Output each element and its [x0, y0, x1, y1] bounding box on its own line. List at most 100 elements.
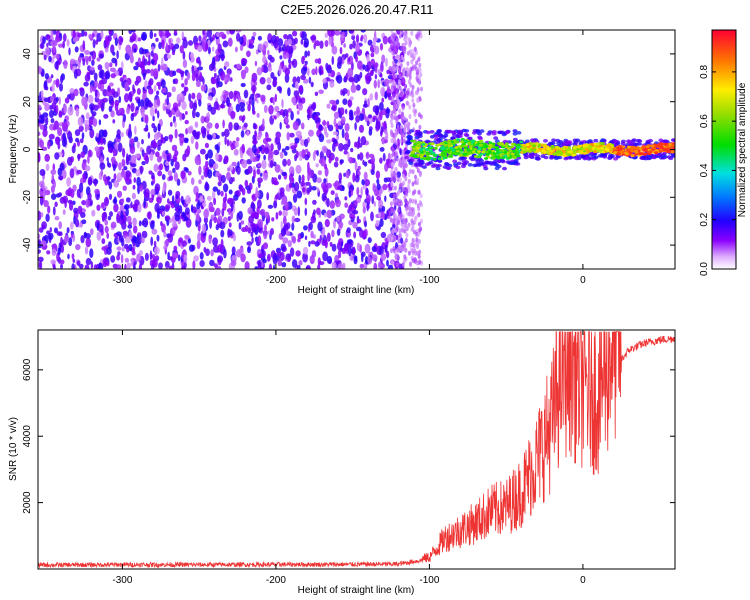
heatmap-cell	[469, 144, 473, 148]
heatmap-cell	[278, 86, 282, 94]
heatmap-cell	[370, 64, 375, 70]
heatmap-cell	[96, 231, 102, 241]
heatmap-cell	[405, 100, 409, 106]
heatmap-cell	[184, 234, 190, 240]
heatmap-cell	[181, 199, 185, 206]
heatmap-cell	[343, 150, 348, 155]
heatmap-cell	[256, 154, 261, 159]
heatmap-cell	[341, 37, 345, 42]
heatmap-cell	[203, 208, 209, 219]
heatmap-cell	[112, 51, 116, 56]
heatmap-cell	[399, 246, 403, 251]
heatmap-cell	[38, 239, 41, 245]
heatmap-cell	[348, 76, 355, 83]
heatmap-cell	[83, 81, 89, 87]
heatmap-cell	[272, 264, 276, 269]
heatmap-cell	[381, 97, 385, 103]
heatmap-cell	[184, 78, 188, 86]
heatmap-cell	[278, 210, 283, 216]
heatmap-cell	[138, 263, 142, 269]
heatmap-cell	[107, 160, 110, 167]
heatmap-cell	[127, 224, 133, 229]
heatmap-cell	[45, 213, 50, 222]
heatmap-cell	[218, 141, 221, 147]
heatmap-cell	[398, 162, 401, 167]
heatmap-cell	[144, 97, 150, 107]
heatmap-cell	[360, 186, 363, 197]
heatmap-cell	[98, 119, 102, 126]
heatmap-cell	[53, 264, 56, 269]
heatmap-cell	[248, 215, 255, 224]
heatmap-cell	[501, 156, 506, 160]
heatmap-cell	[658, 138, 664, 143]
heatmap-cell	[63, 33, 67, 42]
heatmap-cell	[373, 62, 379, 68]
heatmap-cell	[263, 154, 266, 161]
heatmap-cell	[180, 170, 186, 180]
heatmap-cell	[352, 40, 356, 49]
heatmap-cell	[182, 59, 188, 68]
heatmap-cell	[285, 222, 291, 230]
heatmap-cell	[122, 113, 127, 123]
heatmap-cell	[106, 157, 109, 162]
heatmap-cell	[333, 161, 339, 168]
heatmap-cell	[331, 56, 335, 65]
heatmap-cell	[89, 66, 95, 71]
heatmap-cell	[213, 216, 218, 223]
heatmap-cell	[186, 71, 191, 81]
heatmap-cell	[402, 246, 406, 252]
heatmap-cell	[93, 178, 98, 187]
heatmap-cell	[164, 260, 170, 269]
heatmap-cell	[129, 138, 135, 145]
heatmap-cell	[121, 158, 126, 167]
heatmap-cell	[348, 189, 352, 198]
heatmap-cell	[275, 132, 282, 139]
heatmap-cell	[387, 264, 394, 269]
heatmap-cell	[259, 77, 266, 85]
heatmap-cell	[262, 258, 267, 264]
heatmap-cell	[69, 221, 74, 230]
heatmap-cell	[173, 30, 177, 35]
heatmap-cell	[402, 218, 406, 224]
colorbar-gradient	[711, 29, 737, 270]
heatmap-cell	[500, 152, 505, 156]
heatmap-cell	[92, 39, 96, 49]
heatmap-cell	[207, 30, 212, 38]
heatmap-cell	[236, 32, 241, 42]
heatmap-cell	[330, 190, 335, 196]
heatmap-cell	[420, 218, 423, 224]
heatmap-cell	[83, 119, 90, 126]
heatmap-cell	[478, 143, 483, 147]
heatmap-cell	[516, 131, 522, 135]
heatmap-cell	[198, 99, 202, 107]
heatmap-cell	[237, 210, 243, 220]
heatmap-cell	[158, 42, 163, 50]
heatmap-cell	[390, 123, 394, 129]
heatmap-cell	[173, 245, 178, 252]
heatmap-cell	[399, 177, 402, 183]
heatmap-cell	[300, 74, 306, 80]
heatmap-cell	[395, 197, 399, 203]
heatmap-cell	[467, 141, 472, 145]
heatmap-cell	[411, 84, 415, 90]
heatmap-cell	[642, 148, 647, 152]
heatmap-cell	[290, 145, 297, 150]
heatmap-cell	[167, 189, 173, 196]
heatmap-cell	[561, 147, 566, 151]
heatmap-cell	[110, 156, 116, 163]
colorbar-tick-label: 0.0	[699, 262, 710, 276]
heatmap-cell	[236, 137, 240, 142]
heatmap-cell	[320, 157, 326, 167]
heatmap-cell	[600, 150, 605, 154]
heatmap-cell	[81, 132, 85, 140]
heatmap-cell	[395, 225, 399, 231]
heatmap-cell	[85, 198, 90, 208]
heatmap-cell	[389, 206, 393, 212]
heatmap-cell	[239, 102, 246, 108]
heatmap-cell	[324, 167, 329, 177]
colorbar-tick-label: 0.6	[699, 114, 710, 128]
heatmap-cell	[390, 44, 393, 50]
heatmap-cell	[52, 180, 56, 189]
heatmap-cell	[297, 237, 301, 243]
heatmap-cell	[508, 149, 513, 153]
